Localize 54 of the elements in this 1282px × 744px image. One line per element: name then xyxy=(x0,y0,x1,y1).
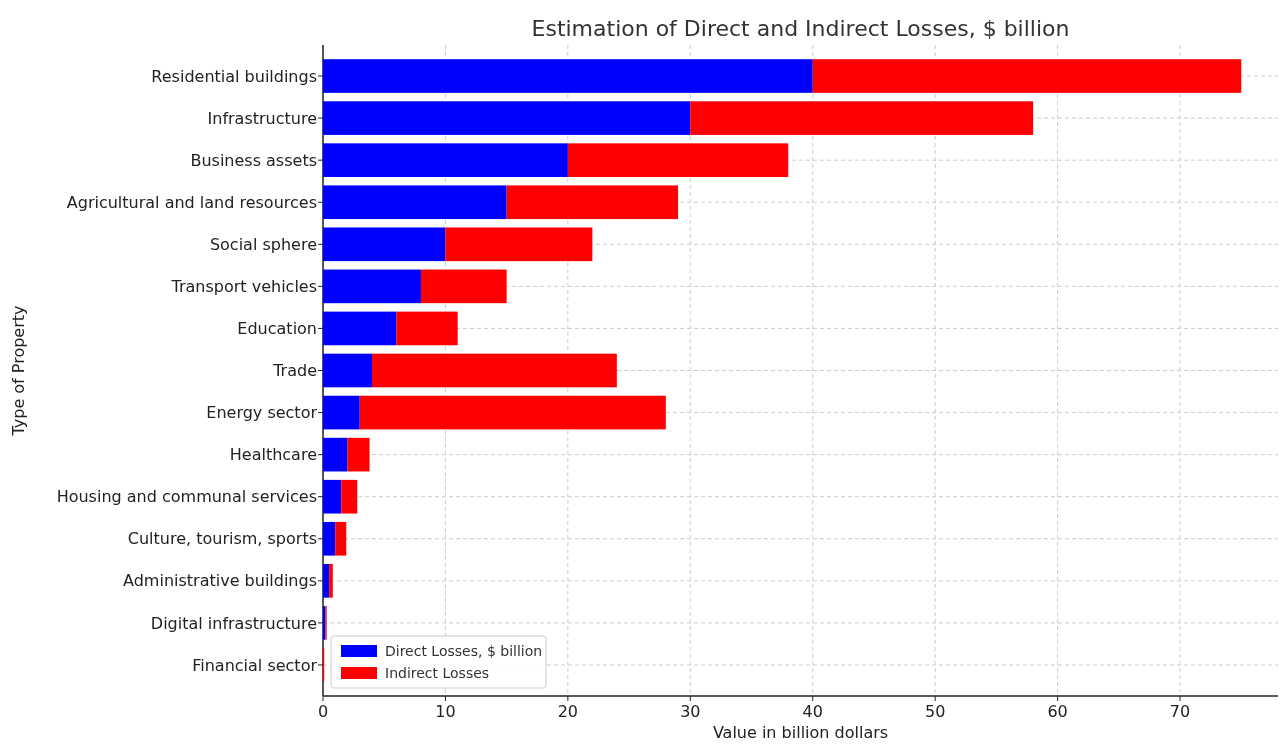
x-tick-label: 60 xyxy=(1047,702,1068,721)
bar xyxy=(690,101,1034,135)
x-tick-label: 10 xyxy=(435,702,456,721)
legend-label: Indirect Losses xyxy=(385,664,490,681)
x-tick-label: 20 xyxy=(557,702,579,721)
chart-title: Estimation of Direct and Indirect Losses, $ billion xyxy=(531,16,1070,41)
y-tick-label: Agricultural and land resources xyxy=(66,192,317,212)
bar xyxy=(323,437,348,472)
bar xyxy=(506,185,679,220)
bar xyxy=(371,353,617,388)
bar xyxy=(323,101,691,135)
y-tick-label: Infrastructure xyxy=(207,108,317,128)
y-tick-label: Digital infrastructure xyxy=(150,613,317,633)
bar xyxy=(329,564,333,598)
y-tick-label: Education xyxy=(237,319,317,339)
bar xyxy=(323,311,397,346)
bar xyxy=(323,269,421,304)
bar xyxy=(323,521,336,556)
bar xyxy=(323,59,813,93)
bar xyxy=(323,227,446,262)
bar xyxy=(323,395,360,430)
y-tick-label: Residential buildings xyxy=(151,66,317,86)
bar xyxy=(812,59,1242,93)
bar xyxy=(335,521,347,556)
y-tick-label: Administrative buildings xyxy=(123,571,317,591)
y-tick-label: Business assets xyxy=(190,150,317,170)
legend-label: Direct Losses, $ billion xyxy=(385,642,543,659)
y-tick-label: Transport vehicles xyxy=(170,276,317,296)
y-axis-title: Type of Property xyxy=(9,305,28,437)
bar xyxy=(445,227,593,262)
y-tick-label: Social sphere xyxy=(209,234,317,254)
y-tick-label: Financial sector xyxy=(192,655,318,675)
bar xyxy=(396,311,458,346)
y-tick-label: Healthcare xyxy=(229,445,317,465)
x-tick-label: 40 xyxy=(802,702,823,721)
bar xyxy=(323,185,507,220)
bar xyxy=(323,353,372,388)
bar xyxy=(347,437,370,472)
y-tick-label: Trade xyxy=(272,361,317,381)
bar xyxy=(323,479,342,514)
x-tick-label: 70 xyxy=(1169,702,1191,721)
y-tick-label: Energy sector xyxy=(206,403,318,423)
x-tick-label: 30 xyxy=(680,702,701,721)
x-tick-label: 0 xyxy=(317,702,329,721)
bar xyxy=(420,269,507,304)
bar xyxy=(567,143,789,177)
bar xyxy=(323,143,568,177)
bar xyxy=(323,564,330,598)
x-tick-label: 50 xyxy=(925,702,946,721)
x-axis-title: Value in billion dollars xyxy=(712,723,889,742)
bar xyxy=(359,395,666,430)
y-tick-label: Culture, tourism, sports xyxy=(127,529,317,549)
bar xyxy=(341,479,358,514)
y-tick-label: Housing and communal services xyxy=(56,487,317,507)
